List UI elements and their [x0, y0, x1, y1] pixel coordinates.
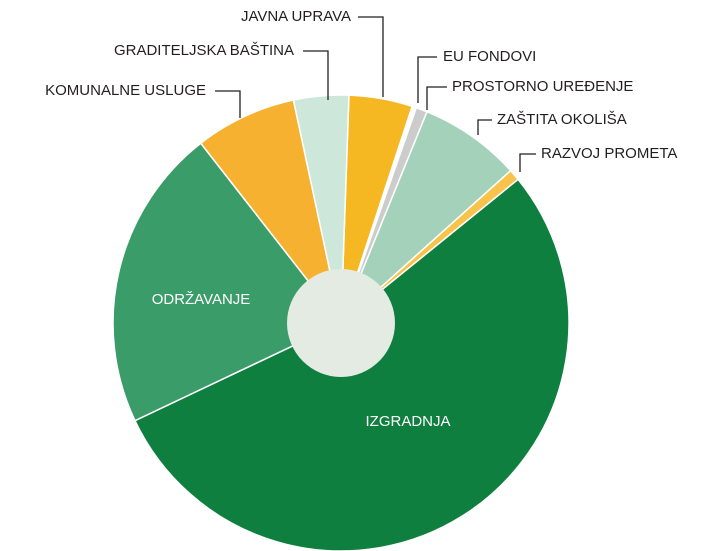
slice-label: JAVNA UPRAVA	[241, 8, 351, 25]
slice-label: IZGRADNJA	[365, 413, 450, 430]
slice-label: ZAŠTITA OKOLIŠA	[497, 111, 627, 128]
slice-label: PROSTORNO UREĐENJE	[452, 78, 633, 95]
leader-line	[426, 86, 447, 110]
slice-label: KOMUNALNE USLUGE	[45, 82, 206, 99]
pie-slice	[292, 94, 350, 324]
slice-label: ODRŽAVANJE	[152, 291, 251, 308]
pie-slice	[340, 110, 512, 324]
leader-line	[477, 119, 492, 135]
slice-label: EU FONDOVI	[443, 48, 536, 65]
leader-line	[215, 90, 241, 118]
slice-label: GRADITELJSKA BAŠTINA	[114, 42, 294, 59]
pie-slice	[199, 99, 342, 324]
leader-line	[519, 153, 536, 172]
slice-label: RAZVOJ PROMETA	[541, 145, 677, 162]
leader-line	[417, 56, 437, 103]
leader-line	[358, 16, 384, 97]
center-hole	[287, 269, 395, 377]
leader-line	[303, 50, 329, 100]
pie-slice	[112, 142, 343, 422]
